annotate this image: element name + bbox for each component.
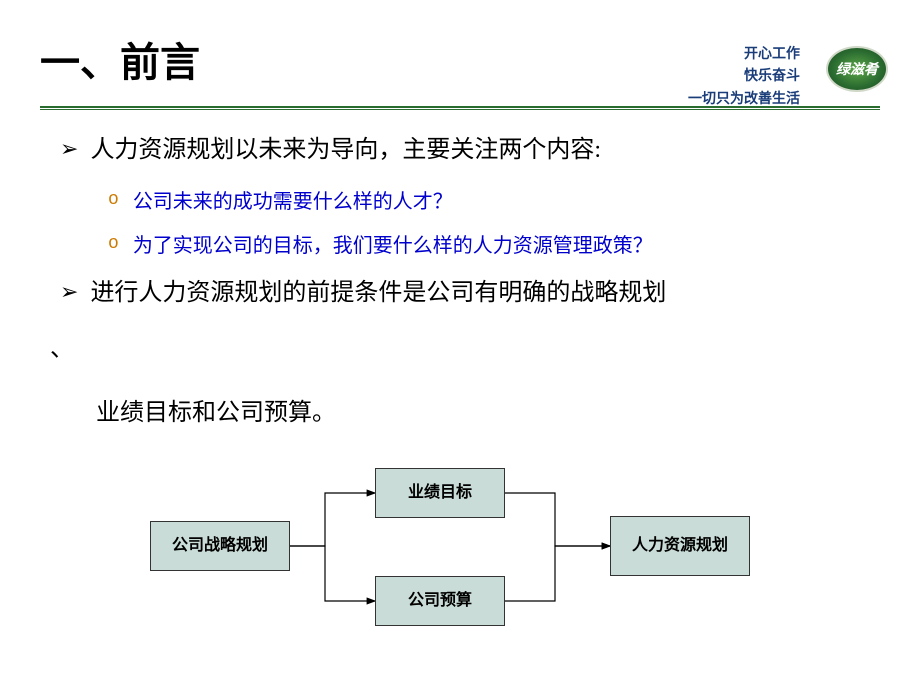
slogan-line: 开心工作: [688, 42, 800, 64]
company-logo: 绿滋肴: [826, 46, 888, 92]
slogan-line: 一切只为改善生活: [688, 87, 800, 109]
sub-bullet-item: o 公司未来的成功需要什么样的人才？: [108, 185, 860, 219]
bullet-item: ➢ 进行人力资源规划的前提条件是公司有明确的战略规划: [60, 273, 860, 314]
flowchart-node-strategy: 公司战略规划: [150, 521, 290, 571]
bullet-text: 进行人力资源规划的前提条件是公司有明确的战略规划: [90, 273, 666, 314]
sub-bullet-text: 公司未来的成功需要什么样的人才？: [133, 185, 453, 219]
flowchart-node-budget: 公司预算: [375, 576, 505, 626]
flowchart-diagram: 公司战略规划 业绩目标 公司预算 人力资源规划: [150, 458, 770, 638]
arrow-icon: ➢: [60, 130, 78, 167]
punctuation: 、: [50, 328, 860, 363]
sub-bullet-text: 为了实现公司的目标，我们要什么样的人力资源管理政策？: [133, 229, 653, 263]
bullet-text: 人力资源规划以未来为导向，主要关注两个内容:: [90, 130, 601, 171]
bullet-item: ➢ 人力资源规划以未来为导向，主要关注两个内容:: [60, 130, 860, 171]
slogan-line: 快乐奋斗: [688, 64, 800, 86]
bullet-continuation: 业绩目标和公司预算。: [96, 393, 860, 434]
sub-bullet-item: o 为了实现公司的目标，我们要什么样的人力资源管理政策？: [108, 229, 860, 263]
flowchart-node-hr-plan: 人力资源规划: [610, 516, 750, 576]
arrow-icon: ➢: [60, 273, 78, 310]
circle-marker-icon: o: [108, 185, 119, 216]
company-slogan: 开心工作 快乐奋斗 一切只为改善生活: [688, 42, 800, 109]
slide-header: 一、前言 开心工作 快乐奋斗 一切只为改善生活 绿滋肴: [0, 0, 920, 88]
circle-marker-icon: o: [108, 229, 119, 260]
flowchart-node-performance: 业绩目标: [375, 468, 505, 518]
slide-content: ➢ 人力资源规划以未来为导向，主要关注两个内容: o 公司未来的成功需要什么样的…: [0, 110, 920, 638]
